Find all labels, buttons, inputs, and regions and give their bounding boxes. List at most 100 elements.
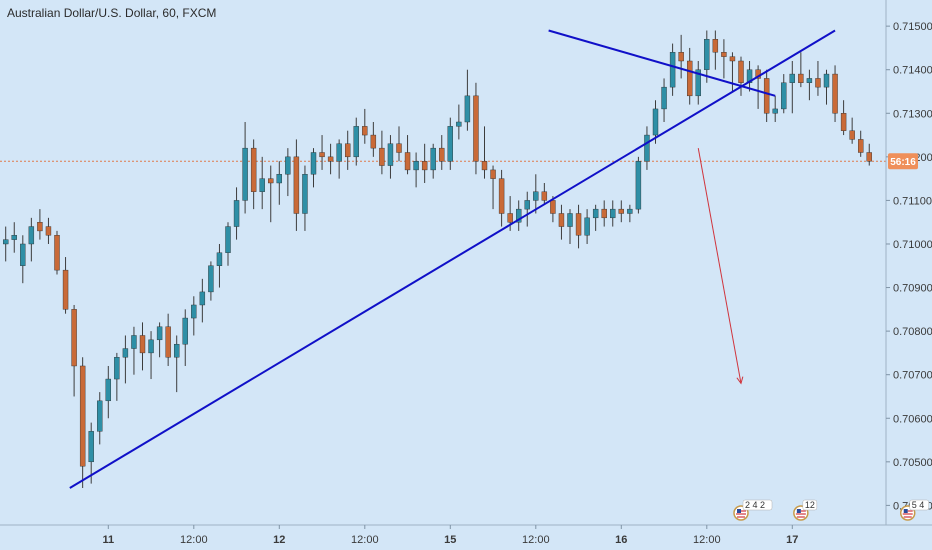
candle xyxy=(858,130,864,157)
event-layer: 2 4 2 12 5 4 xyxy=(733,499,929,521)
candle xyxy=(370,121,377,157)
candle xyxy=(97,392,103,445)
candle-body-up xyxy=(806,78,813,83)
candle-body-up xyxy=(216,252,223,266)
candle xyxy=(704,30,710,83)
candle-body-down xyxy=(507,213,513,223)
candle-body-down xyxy=(439,147,445,162)
candle-body-up xyxy=(131,335,137,349)
candle-body-up xyxy=(156,326,163,341)
candle xyxy=(71,304,77,397)
candle xyxy=(533,174,539,214)
candle-body-down xyxy=(362,126,368,136)
candle xyxy=(798,52,804,88)
candle-body-up xyxy=(233,200,240,227)
candle-body-up xyxy=(302,174,308,214)
candle-body-down xyxy=(618,208,624,214)
candle-body-down xyxy=(798,73,804,83)
candle-body-down xyxy=(165,326,171,358)
candle xyxy=(789,60,795,114)
candle xyxy=(105,365,112,419)
candle xyxy=(173,335,180,393)
event-count-badge xyxy=(909,499,929,511)
candle-body-up xyxy=(627,208,633,214)
candle-body-down xyxy=(250,147,257,192)
candle xyxy=(319,135,325,170)
candle-body-up xyxy=(191,304,197,319)
candle xyxy=(516,200,522,231)
candle xyxy=(54,230,60,275)
candle xyxy=(404,135,411,175)
countdown-label: 56:16 xyxy=(890,157,916,168)
event-marker[interactable]: 2 4 2 xyxy=(733,499,773,521)
candle-body-down xyxy=(866,152,872,162)
candle-body-up xyxy=(242,147,248,201)
candle-body-down xyxy=(319,152,325,158)
candle-body-down xyxy=(687,60,693,97)
candle xyxy=(439,135,445,170)
candle-body-up xyxy=(3,239,9,245)
candle xyxy=(387,135,394,179)
candle-body-down xyxy=(71,309,77,367)
candle-body-up xyxy=(122,348,129,358)
candle-body-down xyxy=(396,143,402,153)
candle xyxy=(678,34,684,79)
candle xyxy=(652,100,659,144)
candle-body-up xyxy=(225,226,231,253)
candle xyxy=(806,69,813,101)
candle xyxy=(268,165,274,223)
candle xyxy=(550,196,556,223)
candle xyxy=(610,200,616,227)
candle xyxy=(635,156,642,214)
time-tick-label: 17 xyxy=(786,534,798,546)
candle xyxy=(79,357,86,488)
price-tick-label: 0.71000 xyxy=(893,239,932,251)
candle xyxy=(276,161,282,205)
event-count: 5 4 xyxy=(912,500,925,510)
candle xyxy=(421,143,428,183)
candle-body-down xyxy=(473,95,479,162)
candle-body-down xyxy=(421,161,428,171)
candle xyxy=(413,152,419,188)
ascending-trendline[interactable] xyxy=(69,29,836,489)
candle xyxy=(738,56,744,96)
candle-body-up xyxy=(97,400,103,432)
price-tick-label: 0.70500 xyxy=(893,457,932,469)
candle xyxy=(242,121,248,214)
time-tick-label: 15 xyxy=(444,534,456,546)
candle xyxy=(28,217,35,262)
time-tick-label: 12 xyxy=(273,534,285,546)
candle-body-up xyxy=(669,52,676,88)
candle xyxy=(567,209,573,244)
candle-body-up xyxy=(695,69,701,97)
event-marker[interactable]: 12 xyxy=(793,499,818,521)
candle xyxy=(541,182,548,205)
candle xyxy=(627,204,633,223)
candle xyxy=(148,331,154,380)
candle-body-down xyxy=(345,143,351,158)
flag-canton xyxy=(796,509,801,513)
candle-body-down xyxy=(729,56,736,62)
event-count: 2 4 2 xyxy=(745,500,765,510)
candle xyxy=(815,60,821,96)
last-price-badge xyxy=(888,153,918,170)
candle xyxy=(139,322,146,371)
candle-body-down xyxy=(54,235,60,271)
candle-body-down xyxy=(37,221,43,232)
candle-body-down xyxy=(293,156,300,214)
candle-body-down xyxy=(721,52,727,57)
candle xyxy=(45,217,52,244)
candle-body-up xyxy=(105,378,112,402)
candle xyxy=(695,60,701,105)
price-tick-label: 0.70600 xyxy=(893,413,932,425)
event-marker[interactable]: 5 4 xyxy=(899,499,929,521)
candle xyxy=(353,117,359,166)
descending-trendline[interactable] xyxy=(548,29,776,97)
projection-arrow[interactable] xyxy=(697,148,742,384)
candle-body-down xyxy=(550,200,556,214)
candle xyxy=(490,165,496,210)
candle-body-up xyxy=(430,147,436,171)
candle-body-down xyxy=(815,78,821,88)
candle xyxy=(225,222,231,266)
